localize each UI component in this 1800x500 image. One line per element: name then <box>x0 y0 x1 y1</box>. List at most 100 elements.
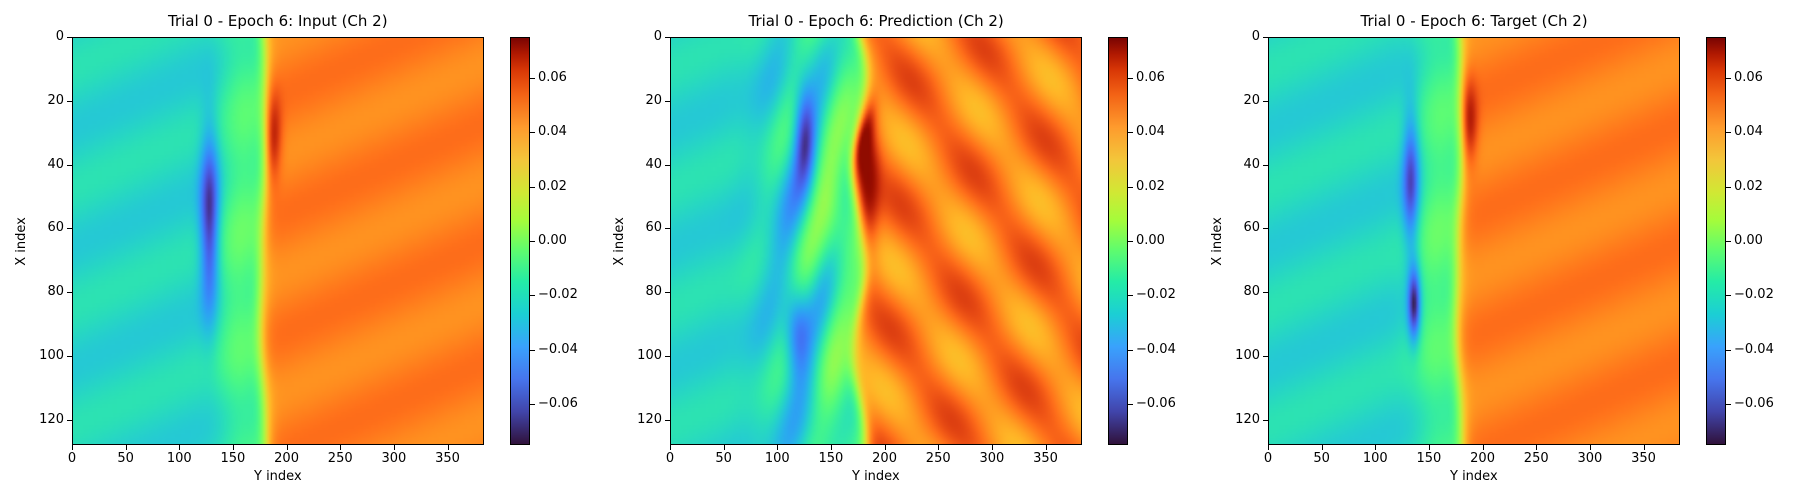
colorbar-tick-mark <box>1726 404 1731 406</box>
y-tick-label: 20 <box>645 92 662 108</box>
y-tick-label: 60 <box>645 220 662 236</box>
colorbar-tick-mark <box>1726 295 1731 297</box>
x-tick-mark <box>991 445 993 450</box>
colorbar-tick-label: 0.00 <box>538 233 567 248</box>
colorbar-tick-mark <box>1726 186 1731 188</box>
colorbar-tick-label: 0.06 <box>1734 69 1763 85</box>
x-tick-label: 200 <box>1470 451 1495 466</box>
y-tick-label: 120 <box>39 411 64 427</box>
y-tick-label: 40 <box>47 156 64 172</box>
y-tick-label: 40 <box>1243 156 1260 172</box>
chart-title: Trial 0 - Epoch 6: Prediction (Ch 2) <box>748 12 1004 30</box>
x-tick-mark <box>938 445 940 450</box>
y-tick-label: 60 <box>1243 220 1260 236</box>
x-tick-mark <box>1321 445 1323 450</box>
colorbar <box>510 37 530 445</box>
x-tick-label: 0 <box>1263 451 1273 466</box>
colorbar-tick-label: −0.06 <box>1136 396 1176 412</box>
colorbar-tick-mark <box>1726 77 1731 79</box>
y-tick-mark <box>1263 355 1268 357</box>
colorbar-tick-label: −0.02 <box>1734 287 1774 303</box>
x-tick-label: 100 <box>166 451 192 466</box>
y-tick-label: 0 <box>653 29 662 44</box>
heatmap-plot <box>1268 37 1680 445</box>
colorbar-tick-label: 0.04 <box>1136 124 1165 140</box>
colorbar-tick-mark <box>530 186 535 188</box>
x-tick-mark <box>125 445 127 450</box>
y-tick-mark <box>67 419 72 421</box>
x-tick-mark <box>447 445 449 450</box>
x-tick-label: 250 <box>327 451 353 466</box>
colorbar-tick-mark <box>1128 404 1133 406</box>
colorbar-tick-label: 0.00 <box>1734 233 1763 248</box>
heatmap-image <box>1269 38 1679 444</box>
y-tick-mark <box>665 100 670 102</box>
x-tick-mark <box>723 445 725 450</box>
x-tick-mark <box>232 445 234 450</box>
y-tick-mark <box>665 37 670 38</box>
y-tick-label: 120 <box>1235 411 1260 427</box>
colorbar-tick-label: 0.06 <box>1136 69 1165 85</box>
x-tick-label: 250 <box>925 451 951 466</box>
y-tick-label: 0 <box>1251 29 1260 44</box>
x-tick-mark <box>286 445 288 450</box>
x-tick-mark <box>777 445 779 450</box>
x-tick-label: 350 <box>435 451 460 466</box>
x-tick-label: 50 <box>1313 451 1330 466</box>
y-tick-mark <box>665 228 670 230</box>
colorbar <box>1108 37 1128 445</box>
x-tick-label: 50 <box>715 451 732 466</box>
x-tick-mark <box>830 445 832 450</box>
colorbar-tick-mark <box>1128 241 1133 242</box>
x-tick-mark <box>393 445 395 450</box>
y-tick-mark <box>1263 292 1268 293</box>
y-tick-mark <box>1263 419 1268 421</box>
y-axis-label: X index <box>13 216 29 266</box>
y-tick-label: 100 <box>637 347 662 363</box>
colorbar-tick-mark <box>530 77 535 79</box>
x-tick-label: 350 <box>1033 451 1058 466</box>
x-tick-mark <box>884 445 886 450</box>
colorbar-tick-mark <box>530 404 535 406</box>
colorbar-tick-label: 0.00 <box>1136 233 1165 248</box>
x-tick-mark <box>340 445 342 450</box>
y-tick-label: 20 <box>47 92 64 108</box>
y-tick-mark <box>67 164 72 166</box>
colorbar-tick-label: −0.02 <box>1136 287 1176 303</box>
colorbar-tick-mark <box>1726 241 1731 242</box>
colorbar-tick-label: 0.02 <box>1734 178 1763 194</box>
chart-title: Trial 0 - Epoch 6: Input (Ch 2) <box>168 12 388 30</box>
y-tick-label: 60 <box>47 220 64 236</box>
x-tick-label: 200 <box>274 451 299 466</box>
y-tick-label: 80 <box>47 284 64 299</box>
x-tick-mark <box>1268 445 1269 450</box>
y-tick-label: 80 <box>1243 284 1260 299</box>
y-tick-mark <box>67 292 72 293</box>
colorbar-tick-mark <box>1128 132 1133 134</box>
y-tick-label: 80 <box>645 284 662 299</box>
x-tick-mark <box>1482 445 1484 450</box>
x-tick-label: 100 <box>764 451 790 466</box>
x-tick-label: 150 <box>1416 451 1442 466</box>
y-tick-mark <box>665 164 670 166</box>
colorbar-tick-label: 0.02 <box>538 178 567 194</box>
x-tick-label: 100 <box>1362 451 1388 466</box>
y-tick-mark <box>1263 228 1268 230</box>
x-tick-label: 300 <box>1577 451 1603 466</box>
x-tick-mark <box>1428 445 1430 450</box>
colorbar-tick-label: 0.02 <box>1136 178 1165 194</box>
x-tick-mark <box>179 445 181 450</box>
colorbar-tick-mark <box>530 295 535 297</box>
x-tick-label: 300 <box>381 451 407 466</box>
x-tick-mark <box>1536 445 1538 450</box>
colorbar-tick-label: −0.06 <box>1734 396 1774 412</box>
colorbar-tick-label: 0.04 <box>1734 124 1763 140</box>
y-tick-label: 120 <box>637 411 662 427</box>
x-tick-label: 300 <box>979 451 1005 466</box>
x-tick-label: 150 <box>818 451 844 466</box>
x-tick-mark <box>72 445 73 450</box>
x-axis-label: Y index <box>1450 469 1498 484</box>
y-tick-mark <box>67 37 72 38</box>
colorbar-tick-label: −0.02 <box>538 287 578 303</box>
x-tick-mark <box>1045 445 1047 450</box>
